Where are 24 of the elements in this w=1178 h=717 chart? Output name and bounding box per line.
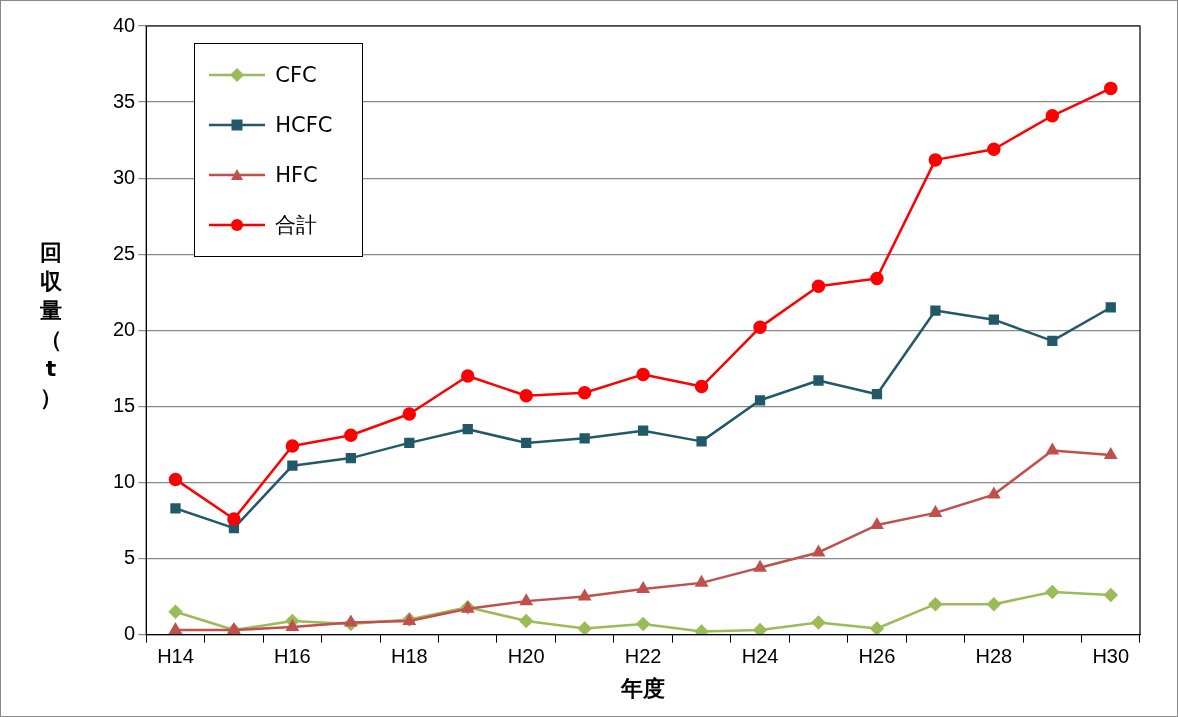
x-tick-label: H16 — [274, 645, 311, 668]
y-tick-label: 15 — [113, 393, 136, 416]
x-tick-label: H24 — [741, 645, 779, 668]
legend-label: HFC — [275, 163, 318, 187]
legend-label: CFC — [275, 63, 317, 87]
y-tick-label: 10 — [113, 469, 136, 492]
x-tick-label: H26 — [858, 645, 896, 668]
x-tick-label: H20 — [507, 645, 545, 668]
y-tick-label: 40 — [113, 13, 136, 36]
y-tick-label: 20 — [113, 317, 136, 340]
y-axis-title: 回収量（t） — [39, 239, 63, 412]
x-axis-title: 年度 — [620, 675, 666, 701]
legend-label: 合計 — [275, 212, 318, 239]
legend-label: HCFC — [275, 113, 333, 137]
x-tick-label: H14 — [157, 645, 194, 668]
y-tick-label: 5 — [124, 546, 136, 569]
x-tick-label: H28 — [975, 645, 1013, 668]
x-tick-label: H30 — [1092, 645, 1130, 668]
y-tick-label: 25 — [113, 241, 136, 264]
y-tick-label: 35 — [113, 89, 136, 112]
y-tick-label: 30 — [113, 165, 136, 188]
y-tick-label: 0 — [124, 622, 136, 645]
x-tick-label: H22 — [624, 645, 662, 668]
x-tick-label: H18 — [390, 645, 428, 668]
